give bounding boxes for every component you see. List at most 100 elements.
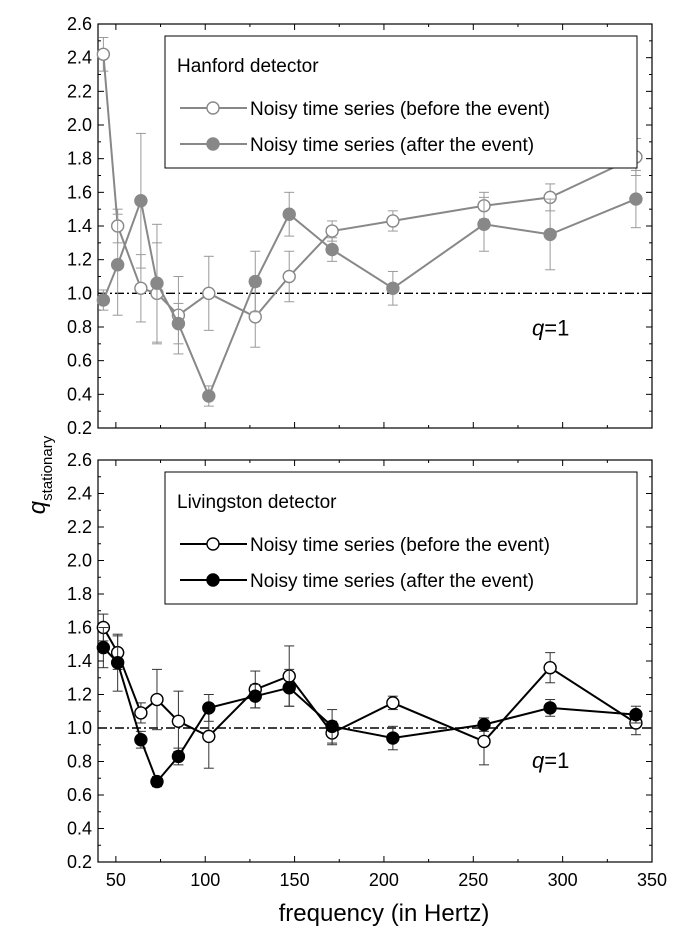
legend-entry: Noisy time series (after the event) [250,135,534,156]
y-axis-label-sub: stationary [39,435,56,501]
data-point [248,310,262,324]
legend-marker [206,537,220,551]
y-tick-label: 0.2 [67,852,92,872]
data-point [543,661,557,675]
legend-entry: Noisy time series (after the event) [250,571,534,592]
data-point [477,717,491,732]
legend-marker [206,101,220,115]
x-tick-label: 50 [106,870,126,890]
data-point [282,207,296,221]
y-tick-label: 0.4 [67,819,92,839]
data-point [477,734,491,749]
legend-marker [206,137,220,151]
series-1 [96,627,643,789]
data-point [134,733,148,747]
y-tick-label: 2.2 [67,517,92,537]
series-1 [96,132,643,407]
y-tick-label: 1.4 [67,216,92,236]
data-point [134,281,148,295]
legend-box [164,471,638,605]
data-point [202,701,216,715]
data-point [386,214,400,228]
y-tick-label: 1.6 [67,182,92,202]
legend-marker [206,573,220,587]
data-point [134,706,148,720]
reference-line-label-q: q [532,748,545,773]
x-tick-label: 150 [280,870,310,890]
data-point [150,692,164,707]
x-tick-label: 300 [548,870,578,890]
data-point [248,274,262,289]
data-point [477,217,491,232]
y-axis-label: qstationary [24,435,56,514]
data-point [325,719,339,734]
data-point [171,316,186,331]
legend-title: Livingston detector [177,492,337,513]
y-tick-label: 1.8 [67,584,92,604]
data-point [96,47,111,61]
series-0 [96,613,643,769]
y-tick-label: 2.6 [67,14,92,34]
reference-line-label-eq: =1 [544,748,569,773]
x-tick-label: 250 [458,870,488,890]
x-tick-label: 350 [637,870,667,890]
y-axis-label-main: q [24,500,51,514]
data-point [543,227,557,242]
hanford-panel: 0.2 0.4 0.6 0.8 1.0 1.2 1.4 1.6 1.8 2.0 2.2 2.4 2.6 q… [67,14,653,438]
y-tick-label: 1.0 [67,718,92,738]
y-tick-label: 2.6 [67,450,92,470]
data-point [325,242,339,257]
y-tick-label: 0.2 [67,418,92,438]
data-point [248,689,262,703]
data-point [202,286,216,301]
data-point [386,696,400,710]
reference-line-label-eq: =1 [544,315,569,340]
legend: Livingston detector Noisy time series (be… [164,471,638,605]
data-point [629,192,643,206]
y-tick-label: 0.8 [67,317,92,337]
data-point [629,707,643,722]
data-point [110,655,125,670]
y-tick-label: 0.4 [67,384,92,404]
data-point [96,640,111,655]
reference-line-label: q=1 [532,315,569,340]
series-line [102,196,637,399]
data-point [171,749,186,764]
legend: Hanford detector Noisy time series (befor… [164,35,638,169]
data-point [150,276,164,290]
data-point [171,714,186,728]
data-point [282,681,296,695]
y-tick-label: 1.0 [67,283,92,303]
x-tick-label: 200 [369,870,399,890]
reference-line-label-q: q [532,315,545,340]
x-tick-label: 100 [190,870,220,890]
y-tick-label: 2.4 [67,48,92,68]
y-tick-label: 2.4 [67,484,92,504]
y-tick-label: 1.6 [67,618,92,638]
legend-entry: Noisy time series (before the event) [250,535,550,556]
y-tick-label: 1.4 [67,651,92,671]
legend-title: Hanford detector [177,56,319,77]
data-point [96,293,111,307]
y-tick-label: 1.2 [67,685,92,705]
data-point [543,701,557,715]
data-point [386,281,400,295]
y-tick-label: 1.2 [67,250,92,270]
data-point [202,389,216,403]
data-point [150,774,164,789]
data-point [282,269,296,284]
x-axis-label: frequency (in Hertz) [279,900,490,927]
data-point [134,194,148,208]
reference-line-label: q=1 [532,748,569,773]
livingston-panel: 0.2 0.4 0.6 0.8 1.0 1.2 1.4 1.6 1.8 2.0 2.2 2.4 2.6 5… [67,450,667,890]
y-tick-label: 2.0 [67,551,92,571]
y-tick-label: 0.8 [67,752,92,772]
data-point [386,731,400,745]
legend-box [164,35,638,169]
data-point [325,224,339,238]
y-tick-label: 0.6 [67,351,92,371]
data-point [110,258,125,272]
y-tick-label: 2.0 [67,115,92,135]
y-tick-label: 0.6 [67,785,92,805]
